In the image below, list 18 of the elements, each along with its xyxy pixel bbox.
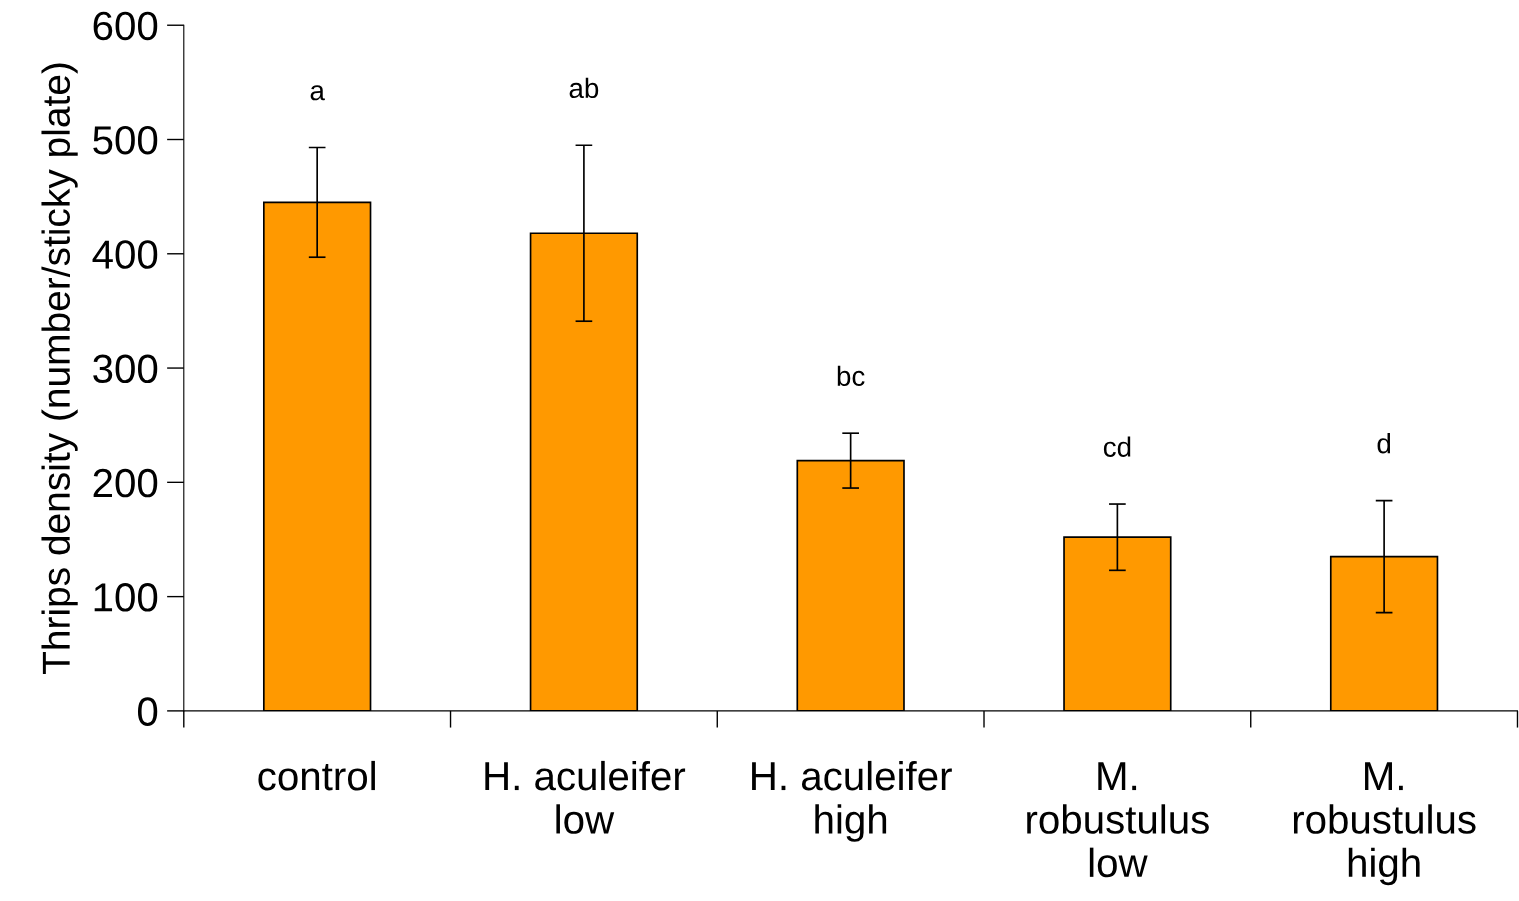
annotation: ab: [569, 77, 599, 99]
x-tick-label: control: [258, 760, 375, 791]
y-axis-title: Thrips density (number/sticky plate): [41, 63, 78, 675]
annotation: d: [1377, 433, 1391, 454]
annotation: cd: [1103, 436, 1131, 457]
y-tick-label: 100: [94, 583, 158, 612]
y-tick-label: 300: [93, 354, 158, 384]
x-tick-label: M. robustulus high: [1293, 762, 1476, 886]
annotation: a: [310, 85, 325, 101]
annotation: bc: [837, 365, 865, 387]
x-tick-label: H. aculeifer high: [752, 760, 952, 842]
x-tick-label: M. robustulus low: [1027, 762, 1209, 878]
y-tick-label: 600: [93, 11, 158, 41]
y-tick-label: 400: [92, 240, 158, 269]
y-tick-label: 0: [137, 697, 158, 726]
x-tick-label: H. aculeifer low: [485, 760, 686, 834]
y-tick-label: 200: [93, 468, 158, 498]
y-tick-label: 500: [93, 125, 158, 155]
